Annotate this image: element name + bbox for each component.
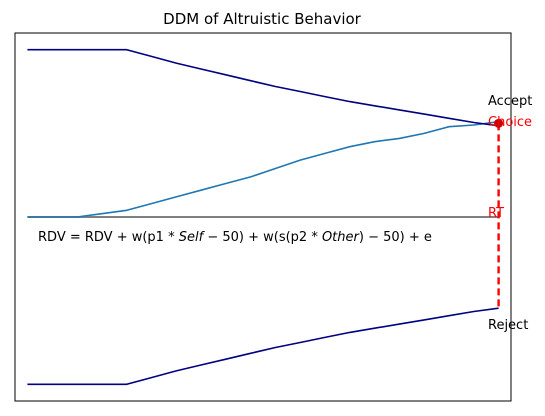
equation-annotation: RDV = RDV + w(p1 * Self − 50) + w(s(p2 *… xyxy=(38,230,432,245)
upper-bound-line xyxy=(27,48,499,127)
choice-label: Choice xyxy=(488,115,532,130)
choice-point xyxy=(494,118,504,128)
chart-title: DDM of Altruistic Behavior xyxy=(163,10,362,28)
rt-label: RT xyxy=(488,206,504,221)
equation-self-term: Self xyxy=(179,230,206,245)
accept-label: Accept xyxy=(488,94,532,109)
lower-bound-line xyxy=(27,307,499,386)
reject-label: Reject xyxy=(488,318,528,333)
equation-part-1: RDV = RDV + w(p1 * xyxy=(38,230,179,245)
equation-part-2: − 50) + w(s(p2 * xyxy=(203,230,322,245)
plot-frame xyxy=(14,32,512,402)
evidence-line xyxy=(27,120,499,218)
equation-part-3: ) − 50) + e xyxy=(359,230,432,245)
equation-other-term: Other xyxy=(322,230,361,245)
plot-marks xyxy=(27,48,504,386)
